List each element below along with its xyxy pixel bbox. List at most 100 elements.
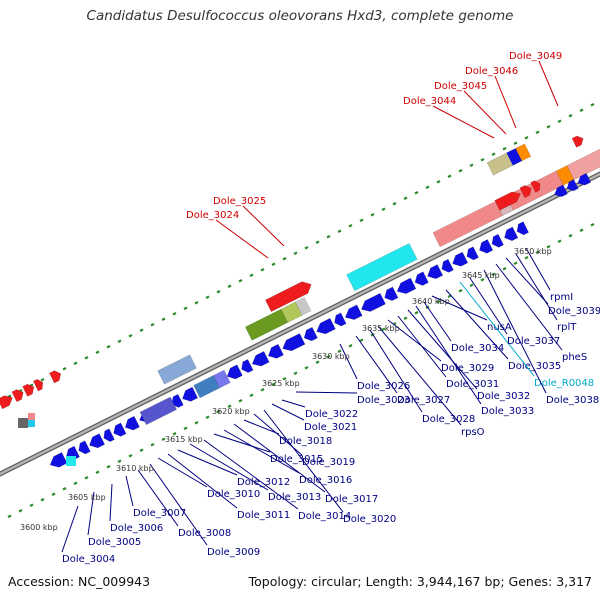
forward-tick xyxy=(458,169,463,173)
gene-label-reverse: Dole_3020 xyxy=(343,514,396,525)
reverse-tick xyxy=(40,498,45,502)
colored-block xyxy=(295,297,312,316)
forward-tick xyxy=(95,350,100,354)
kbp-label: 3625 kbp xyxy=(262,379,300,388)
forward-tick xyxy=(513,141,518,145)
gene-callouts: Dole_3024 Dole_3025 Dole_3044 Dole_3045 Dole… xyxy=(61,51,600,565)
gene-label-reverse: Dole_3018 xyxy=(279,436,332,447)
reverse-tick xyxy=(7,514,12,518)
reverse-tick xyxy=(238,399,243,403)
gene-label-reverse: rplT xyxy=(557,322,577,333)
forward-tick xyxy=(183,306,188,310)
reverse-gene xyxy=(361,292,386,312)
gene-label-reverse: pheS xyxy=(562,352,587,363)
forward-tick xyxy=(557,119,562,123)
gene-label-reverse: Dole_3027 xyxy=(397,395,450,406)
forward-tick xyxy=(370,213,375,217)
gene-label-reverse: Dole_3035 xyxy=(508,361,561,372)
forward-tick xyxy=(293,251,298,255)
reverse-tick xyxy=(458,289,463,293)
gene-group xyxy=(0,370,62,410)
leader-line xyxy=(525,247,551,291)
forward-tick xyxy=(260,268,265,272)
forward-tick xyxy=(469,163,474,167)
gene-label-reverse: Dole_3037 xyxy=(507,336,560,347)
gene-group xyxy=(571,135,584,148)
reverse-tick xyxy=(381,327,386,331)
gene-label-reverse: Dole_3029 xyxy=(441,363,494,374)
reverse-tick xyxy=(590,223,595,227)
reverse-gene xyxy=(441,258,454,273)
reverse-gene xyxy=(554,184,568,198)
forward-tick xyxy=(579,108,584,112)
reverse-gene xyxy=(479,239,494,254)
gray-marker xyxy=(18,418,28,428)
reverse-gene xyxy=(577,172,592,186)
leader-line xyxy=(397,315,447,378)
reverse-tick xyxy=(51,492,56,496)
kbp-label: 3630 kbp xyxy=(312,352,350,361)
reverse-gene xyxy=(384,286,399,301)
leader-line xyxy=(137,469,179,527)
forward-tick xyxy=(282,257,287,261)
reverse-gene xyxy=(452,251,469,267)
cyan-block xyxy=(346,243,418,292)
forward-gene-3024 xyxy=(265,281,312,312)
forward-tick xyxy=(172,312,177,316)
reverse-gene xyxy=(396,277,417,294)
backbone-highlight xyxy=(0,172,600,476)
forward-tick xyxy=(73,361,78,365)
gene-label-forward: Dole_3024 xyxy=(186,210,239,221)
forward-gene xyxy=(49,370,62,384)
gene-group xyxy=(157,142,600,385)
leader-line xyxy=(483,269,547,394)
leader-line xyxy=(369,329,423,413)
reverse-gene xyxy=(113,422,127,437)
gene-label-reverse: Dole_3038 xyxy=(546,395,599,406)
topology-label: Topology: circular; Length: 3,944,167 bp… xyxy=(248,574,592,589)
reverse-tick xyxy=(139,448,144,452)
reverse-gene xyxy=(316,317,336,335)
kbp-label: 3605 kbp xyxy=(68,493,106,502)
forward-gene-3046 xyxy=(530,180,541,193)
forward-tick xyxy=(205,295,210,299)
gene-group xyxy=(49,221,529,468)
rna-block xyxy=(157,354,197,385)
gene-label-reverse: Dole_3006 xyxy=(110,523,163,534)
forward-tick xyxy=(62,367,67,371)
reverse-gene xyxy=(334,312,347,327)
reverse-gene xyxy=(282,333,306,352)
forward-tick xyxy=(546,125,551,129)
forward-tick xyxy=(568,114,573,118)
reverse-gene xyxy=(251,351,270,367)
leader-line xyxy=(463,90,507,135)
tick-dot-rows xyxy=(7,103,595,518)
gene-label-reverse: Dole_3019 xyxy=(302,457,355,468)
forward-tick xyxy=(392,202,397,206)
reverse-tick xyxy=(480,278,485,282)
forward-gene-3044 xyxy=(494,191,521,211)
forward-tick xyxy=(216,290,221,294)
leader-line xyxy=(263,409,344,513)
leader-line xyxy=(407,309,478,390)
reverse-tick xyxy=(73,481,78,485)
gene-label-reverse: Dole_3007 xyxy=(133,508,186,519)
reverse-gene xyxy=(344,304,363,320)
reverse-tick xyxy=(304,366,309,370)
gene-label-reverse: Dole_3033 xyxy=(481,406,534,417)
leader-line xyxy=(109,483,113,522)
forward-tick xyxy=(139,328,144,332)
reverse-tick xyxy=(227,404,232,408)
forward-tick xyxy=(161,317,166,321)
gene-group xyxy=(265,281,312,312)
reverse-tick xyxy=(359,338,364,342)
reverse-tick xyxy=(194,421,199,425)
kbp-label: 3650 kbp xyxy=(514,247,552,256)
forward-gene-3045 xyxy=(519,185,532,199)
reverse-gene xyxy=(466,246,479,261)
reverse-tick xyxy=(18,509,23,513)
forward-gene xyxy=(22,383,35,397)
forward-tick xyxy=(40,378,45,382)
reverse-tick xyxy=(436,300,441,304)
